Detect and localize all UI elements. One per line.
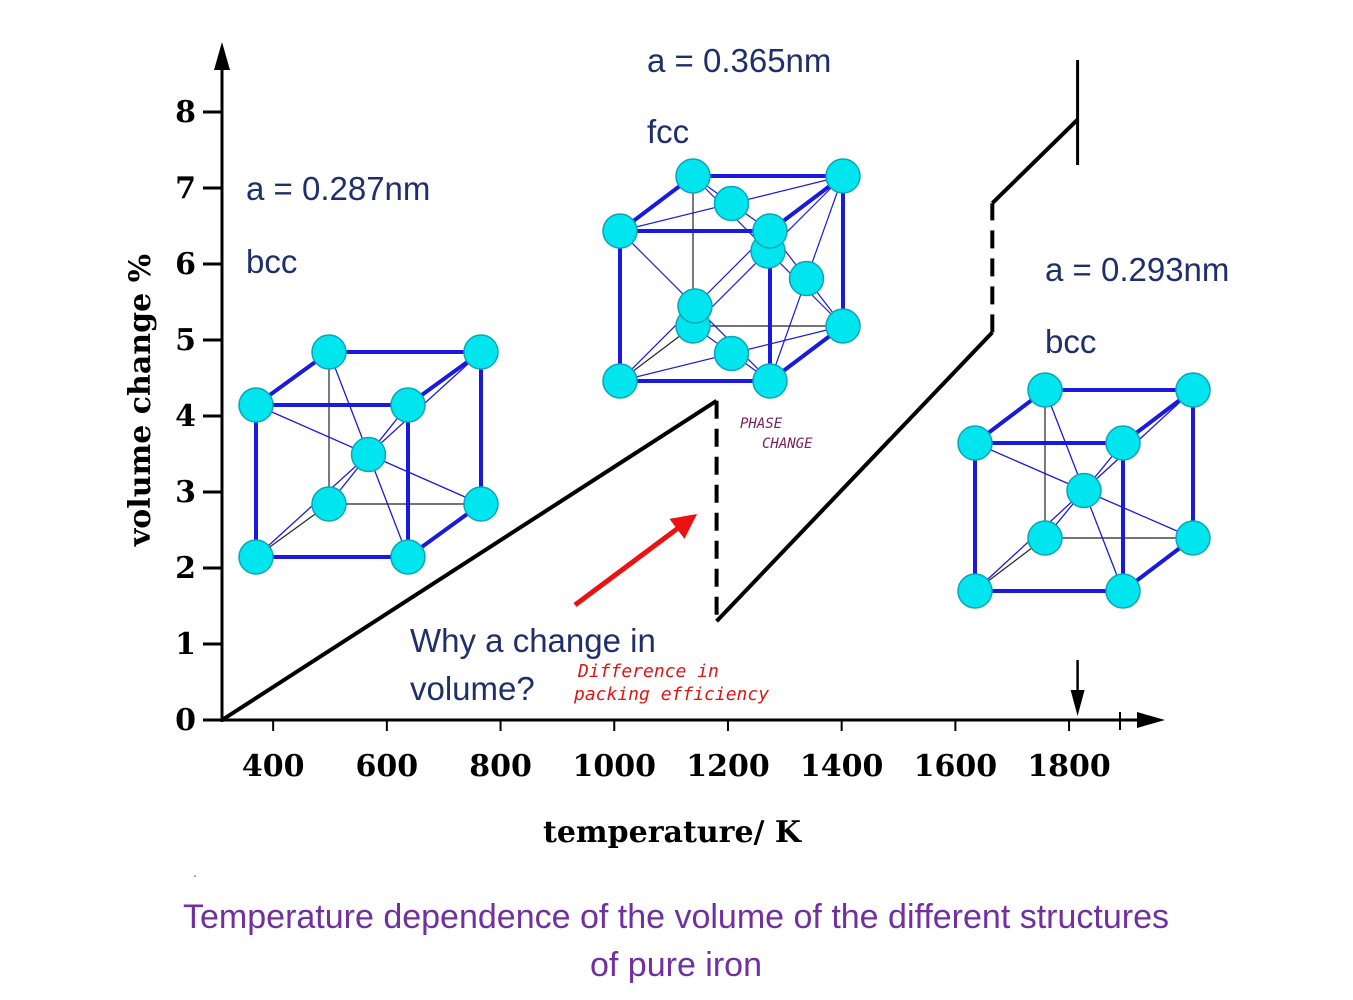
x-tick-label: 1800 xyxy=(1027,749,1111,784)
atom xyxy=(1175,372,1211,408)
atom xyxy=(788,260,825,297)
structure-label-mid: fcc xyxy=(647,113,689,150)
atom xyxy=(602,213,638,249)
x-axis-arrow-icon xyxy=(1137,712,1165,728)
caption-line1: Temperature dependence of the volume of … xyxy=(183,898,1169,936)
question-line1: Why a change in xyxy=(410,622,656,659)
question-line2: volume? xyxy=(410,670,535,707)
y-axis-label: volume change % xyxy=(123,254,158,547)
atom xyxy=(752,363,788,399)
lattice-label-left: a = 0.287nm xyxy=(246,170,430,207)
x-tick-label: 1600 xyxy=(914,749,998,784)
x-tick-label: 400 xyxy=(242,749,305,784)
atom xyxy=(825,308,861,344)
bcc-unit-cell-right-diagram xyxy=(957,372,1211,609)
stray-dot: . xyxy=(193,864,197,880)
y-tick-label: 4 xyxy=(175,399,196,434)
structure-label-left: bcc xyxy=(246,243,297,280)
phase-change-note-line2: CHANGE xyxy=(762,436,813,452)
atom xyxy=(1105,425,1141,461)
volume-line-segment xyxy=(990,118,1079,205)
y-tick-label: 2 xyxy=(175,551,196,586)
atom xyxy=(238,539,274,575)
atom xyxy=(957,573,993,609)
y-tick-label: 1 xyxy=(175,627,196,662)
caption-line2: of pure iron xyxy=(590,946,762,984)
answer-note-line1: Difference in xyxy=(577,661,719,682)
y-tick-label: 8 xyxy=(175,95,196,130)
x-tick-label: 1000 xyxy=(573,749,657,784)
atom xyxy=(825,158,861,194)
atom xyxy=(390,387,426,423)
y-ticks: 0 1 2 3 4 5 6 7 8 xyxy=(175,95,222,738)
volume-line-segment xyxy=(715,331,994,623)
y-tick-label: 7 xyxy=(175,171,196,206)
y-axis-arrow-icon xyxy=(214,42,230,70)
x-tick-label: 1400 xyxy=(800,749,884,784)
atom xyxy=(713,185,750,222)
atom xyxy=(390,539,426,575)
fcc-unit-cell-diagram xyxy=(602,158,861,399)
x-tick-label: 1200 xyxy=(686,749,770,784)
phase-change-note-line1: PHASE xyxy=(740,416,783,432)
y-tick-label: 6 xyxy=(175,247,196,282)
y-tick-label: 0 xyxy=(175,703,196,738)
answer-note-line2: packing efficiency xyxy=(573,684,769,705)
atom xyxy=(311,486,347,522)
x-tick-label: 600 xyxy=(356,749,419,784)
atom xyxy=(238,387,274,423)
atom xyxy=(463,334,499,370)
atom xyxy=(752,213,788,249)
bcc-unit-cell-left-diagram xyxy=(238,334,499,575)
melting-arrow-icon xyxy=(1070,660,1085,716)
atom xyxy=(675,158,711,194)
red-arrow-icon xyxy=(573,514,698,608)
x-tick-label: 800 xyxy=(469,749,532,784)
atom xyxy=(1027,520,1063,556)
x-axis-label: temperature/ K xyxy=(543,815,802,850)
atom xyxy=(1066,472,1102,509)
lattice-label-right: a = 0.293nm xyxy=(1045,251,1229,288)
atom xyxy=(350,436,387,473)
atom xyxy=(957,425,993,461)
atom xyxy=(602,363,638,399)
atom xyxy=(1027,372,1063,408)
y-tick-label: 5 xyxy=(175,323,196,358)
volume-line-segment xyxy=(220,399,718,722)
y-tick-label: 3 xyxy=(175,475,196,510)
data-series xyxy=(220,118,1079,722)
axes xyxy=(214,42,1165,730)
atom xyxy=(713,335,750,372)
atom xyxy=(1175,520,1211,556)
lattice-label-mid: a = 0.365nm xyxy=(647,42,831,79)
atom xyxy=(1105,573,1141,609)
structure-label-right: bcc xyxy=(1045,323,1096,360)
atom xyxy=(677,288,713,324)
atom xyxy=(311,334,347,370)
atom xyxy=(463,486,499,522)
x-ticks: 400 600 800 1000 1200 1400 1600 1800 xyxy=(242,720,1111,784)
